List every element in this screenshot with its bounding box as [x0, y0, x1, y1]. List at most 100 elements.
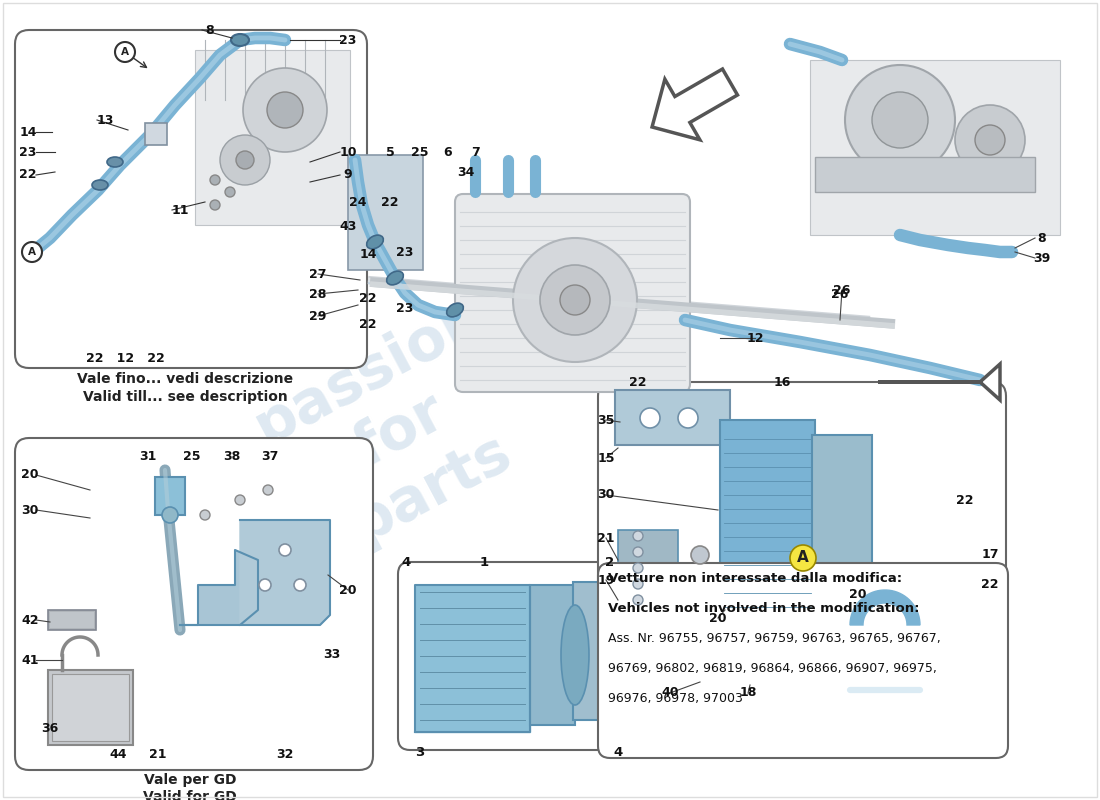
- Text: 8: 8: [206, 23, 214, 37]
- Text: 12: 12: [746, 331, 763, 345]
- Text: 25: 25: [411, 146, 429, 158]
- Ellipse shape: [447, 303, 463, 317]
- Circle shape: [955, 105, 1025, 175]
- Text: 23: 23: [339, 34, 356, 46]
- FancyBboxPatch shape: [455, 194, 690, 392]
- FancyBboxPatch shape: [598, 563, 1008, 758]
- Text: A: A: [121, 47, 129, 57]
- Text: Vale per GD: Vale per GD: [144, 773, 236, 787]
- Circle shape: [263, 485, 273, 495]
- Circle shape: [243, 68, 327, 152]
- Circle shape: [22, 242, 42, 262]
- Text: 14: 14: [360, 247, 376, 261]
- Bar: [812, 435, 872, 600]
- Text: 27: 27: [309, 267, 327, 281]
- Circle shape: [560, 285, 590, 315]
- Text: 21: 21: [150, 749, 167, 762]
- Bar: [573, 582, 632, 720]
- Text: 10: 10: [339, 146, 356, 158]
- Text: 22: 22: [20, 169, 36, 182]
- Text: 22: 22: [956, 494, 974, 506]
- Text: Vetture non interessate dalla modifica:: Vetture non interessate dalla modifica:: [608, 572, 902, 585]
- Text: 96769, 96802, 96819, 96864, 96866, 96907, 96975,: 96769, 96802, 96819, 96864, 96866, 96907…: [608, 662, 937, 675]
- Text: 30: 30: [21, 503, 38, 517]
- Circle shape: [210, 200, 220, 210]
- Text: 17: 17: [981, 549, 999, 562]
- Circle shape: [258, 579, 271, 591]
- Text: 18: 18: [739, 686, 757, 699]
- Polygon shape: [240, 520, 330, 625]
- Text: 35: 35: [597, 414, 615, 426]
- Bar: [52, 674, 129, 741]
- Text: 33: 33: [323, 649, 341, 662]
- Polygon shape: [850, 590, 920, 625]
- Text: 9: 9: [343, 169, 352, 182]
- Text: 39: 39: [1033, 251, 1050, 265]
- Ellipse shape: [621, 612, 638, 692]
- Ellipse shape: [107, 157, 123, 167]
- Text: 1: 1: [480, 555, 488, 569]
- Text: 26: 26: [832, 289, 849, 302]
- Text: 15: 15: [597, 451, 615, 465]
- Ellipse shape: [92, 180, 108, 190]
- Circle shape: [116, 42, 135, 62]
- Text: 30: 30: [597, 489, 615, 502]
- Circle shape: [235, 495, 245, 505]
- Circle shape: [975, 125, 1005, 155]
- FancyBboxPatch shape: [15, 438, 373, 770]
- Bar: [155, 477, 185, 515]
- Circle shape: [632, 595, 644, 605]
- Text: 22   12   22: 22 12 22: [86, 351, 164, 365]
- Text: 4: 4: [614, 746, 623, 759]
- Text: 34: 34: [458, 166, 475, 178]
- FancyBboxPatch shape: [598, 382, 1007, 700]
- Circle shape: [632, 531, 644, 541]
- Text: 37: 37: [262, 450, 278, 462]
- Text: 43: 43: [339, 219, 356, 233]
- Polygon shape: [652, 69, 737, 140]
- Circle shape: [226, 187, 235, 197]
- Circle shape: [267, 92, 303, 128]
- Bar: [618, 530, 678, 615]
- Text: passion
for
parts: passion for parts: [244, 287, 556, 573]
- Circle shape: [540, 265, 611, 335]
- Text: 5: 5: [386, 146, 395, 158]
- Text: 14: 14: [20, 126, 36, 138]
- Circle shape: [200, 510, 210, 520]
- Bar: [720, 420, 815, 615]
- Text: 31: 31: [140, 450, 156, 462]
- Circle shape: [632, 563, 644, 573]
- Bar: [615, 390, 730, 445]
- Bar: [48, 610, 96, 630]
- Text: 29: 29: [309, 310, 327, 322]
- FancyBboxPatch shape: [15, 30, 367, 368]
- Text: 20: 20: [339, 583, 356, 597]
- Text: A: A: [28, 247, 36, 257]
- Text: Valid till... see description: Valid till... see description: [82, 390, 287, 404]
- Text: 36: 36: [42, 722, 58, 734]
- Circle shape: [845, 65, 955, 175]
- Circle shape: [162, 507, 178, 523]
- Text: 26: 26: [834, 283, 850, 297]
- Text: 16: 16: [773, 375, 791, 389]
- Circle shape: [632, 579, 644, 589]
- Circle shape: [513, 238, 637, 362]
- Circle shape: [640, 408, 660, 428]
- Circle shape: [872, 92, 928, 148]
- Text: Ass. Nr. 96755, 96757, 96759, 96763, 96765, 96767,: Ass. Nr. 96755, 96757, 96759, 96763, 967…: [608, 632, 940, 645]
- Bar: [195, 50, 350, 225]
- Text: A: A: [798, 550, 808, 566]
- Text: 22: 22: [360, 318, 376, 331]
- Bar: [348, 155, 424, 270]
- Text: 6: 6: [443, 146, 452, 158]
- Circle shape: [632, 547, 644, 557]
- Text: 4: 4: [402, 555, 410, 569]
- Circle shape: [294, 579, 306, 591]
- Bar: [145, 123, 167, 145]
- Polygon shape: [180, 550, 258, 625]
- Text: 28: 28: [309, 287, 327, 301]
- Polygon shape: [415, 585, 530, 732]
- Text: 24: 24: [350, 195, 366, 209]
- Text: 23: 23: [396, 246, 414, 258]
- Text: 42: 42: [21, 614, 38, 626]
